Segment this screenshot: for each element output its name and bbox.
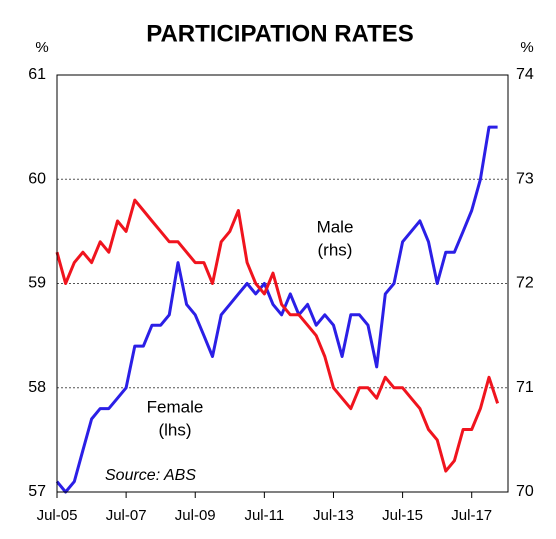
x-tick-label: Jul-05 — [37, 507, 78, 524]
plot-frame — [56, 74, 509, 493]
series-axis-label: (rhs) — [318, 240, 353, 259]
x-tick-label: Jul-13 — [313, 507, 354, 524]
y-tick-label: 57 — [28, 483, 46, 500]
series-label: Male — [317, 217, 354, 236]
x-tick-label: Jul-15 — [382, 507, 423, 524]
series-axis-label: (lhs) — [158, 420, 191, 439]
y-tick-label: 58 — [28, 379, 46, 396]
x-tick-label: Jul-11 — [244, 507, 284, 524]
series-label: Female — [147, 397, 204, 416]
x-tick-label: Jul-07 — [106, 507, 147, 524]
chart-title: PARTICIPATION RATES — [146, 20, 414, 47]
y2-tick-label: 74 — [516, 66, 534, 83]
y2-unit: % — [520, 39, 533, 56]
y-tick-label: 60 — [28, 170, 46, 187]
series-line — [55, 198, 500, 473]
y-unit: % — [35, 39, 48, 56]
y-tick-label: 61 — [28, 66, 46, 83]
source-note: Source: ABS — [105, 467, 196, 484]
y2-tick-label: 71 — [516, 379, 534, 396]
series-line — [55, 125, 498, 494]
x-tick-label: Jul-09 — [175, 507, 216, 524]
y2-tick-label: 73 — [516, 170, 534, 187]
y2-tick-label: 72 — [516, 275, 534, 292]
x-tick-label: Jul-17 — [451, 507, 492, 524]
y2-tick-label: 70 — [516, 483, 534, 500]
y-tick-label: 59 — [28, 275, 46, 292]
